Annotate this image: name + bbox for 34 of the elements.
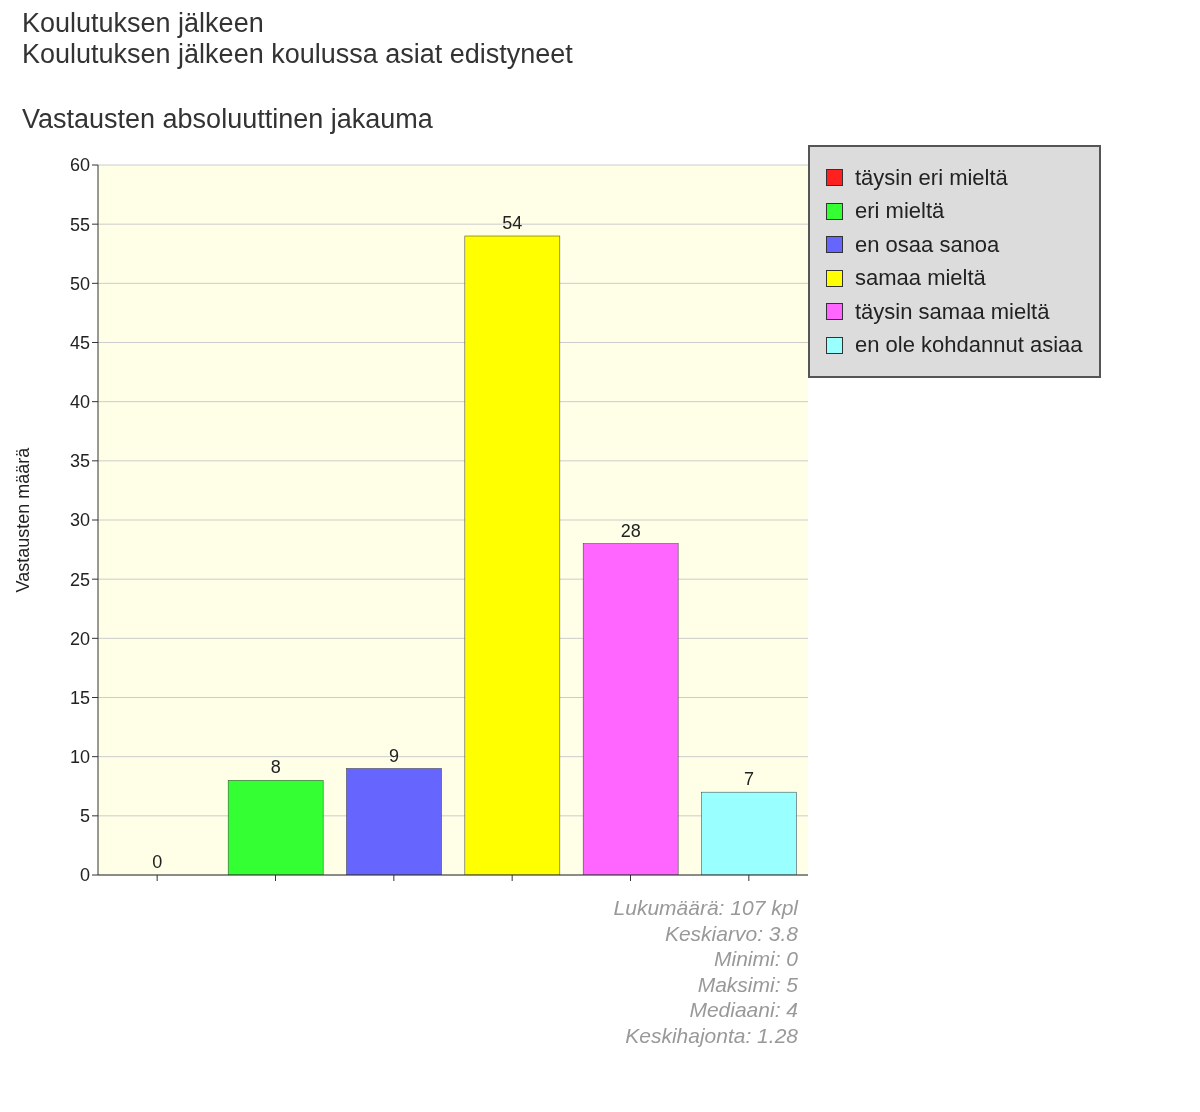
legend-label: täysin eri mieltä xyxy=(855,164,1008,191)
legend-label: en osaa sanoa xyxy=(855,231,1000,258)
text: Keskihajonta: 1.28 xyxy=(624,1022,798,1048)
y-tick-label: 25 xyxy=(69,569,90,590)
y-tick-label: 45 xyxy=(69,332,90,353)
data-label: 0 xyxy=(152,852,163,872)
legend-label: täysin samaa mieltä xyxy=(855,298,1050,325)
legend-label: en ole kohdannut asiaa xyxy=(855,332,1083,359)
y-tick-label: 20 xyxy=(69,628,90,649)
y-tick-label: 50 xyxy=(69,273,90,294)
text: Minimi: 0 xyxy=(713,946,798,972)
text: Keskiarvo: 3.8 xyxy=(663,920,798,946)
data-label: 28 xyxy=(620,520,641,541)
y-tick-label: 0 xyxy=(79,865,90,886)
y-tick-label: 40 xyxy=(69,392,90,413)
legend-label: samaa mieltä xyxy=(855,265,986,292)
y-tick-label: 15 xyxy=(69,687,90,708)
data-label: 9 xyxy=(388,745,400,766)
chart-title: Koulutuksen jälkeen Koulutuksen jälkeen koulussa asiat edistyneet xyxy=(22,8,574,70)
y-tick-label: 10 xyxy=(69,747,90,768)
chart-subtitle: Vastausten absoluuttinen jakauma xyxy=(22,104,434,135)
legend-label: eri mieltä xyxy=(855,198,945,225)
text: Lukumäärä: 107 kpl xyxy=(612,895,798,921)
data-label: 7 xyxy=(743,769,755,790)
y-tick-label: 35 xyxy=(69,451,90,472)
data-label: 8 xyxy=(270,757,281,778)
data-label: 54 xyxy=(502,213,523,233)
y-tick-label: 55 xyxy=(69,214,90,235)
y-tick-label: 30 xyxy=(69,510,90,531)
text: Maksimi: 5 xyxy=(696,971,798,997)
y-tick-label: 5 xyxy=(79,806,90,827)
y-axis-title: Vastausten määrä xyxy=(13,446,34,593)
y-tick-label: 60 xyxy=(69,155,90,176)
text: Mediaani: 4 xyxy=(688,997,798,1023)
